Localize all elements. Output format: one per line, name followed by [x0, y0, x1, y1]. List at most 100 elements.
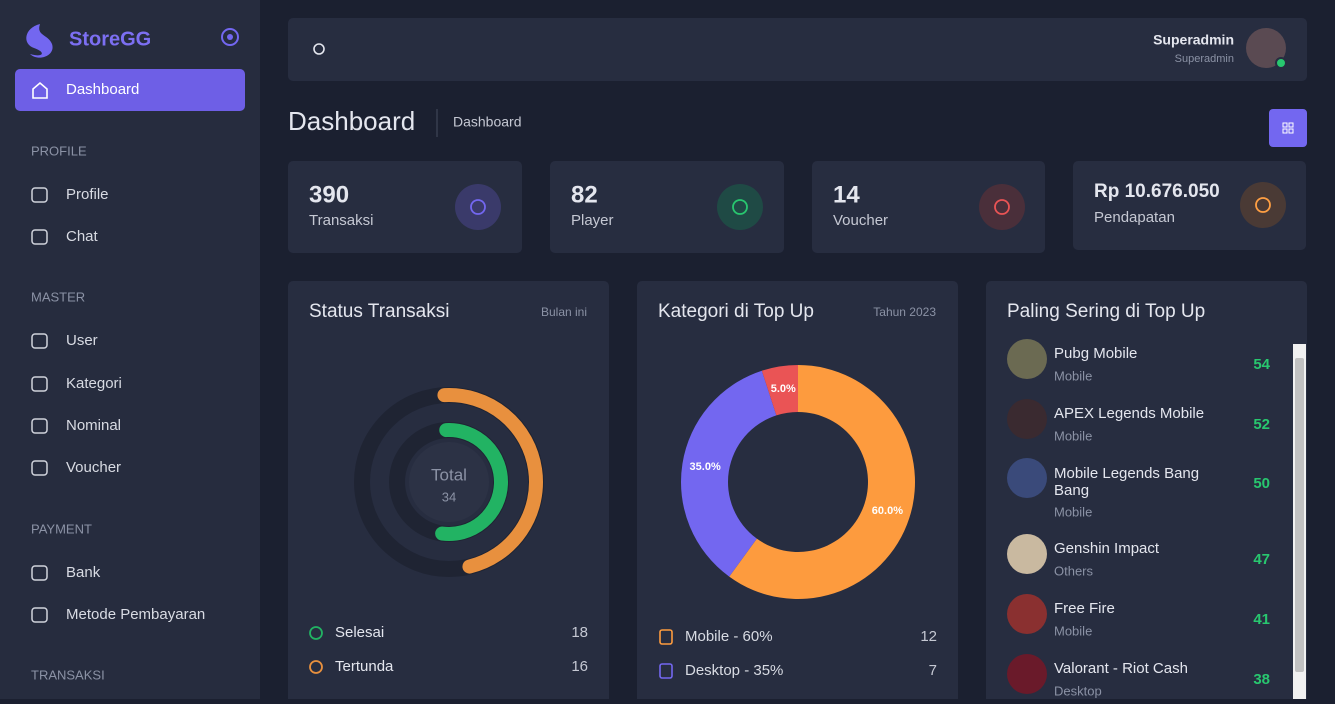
legend-count: 12: [920, 628, 937, 645]
game-count: 38: [1253, 671, 1270, 688]
nav-icon: [31, 460, 48, 476]
stat-card: [1073, 161, 1306, 250]
slice-label: 5.0%: [771, 383, 796, 395]
nav-heading: TRANSAKSI: [31, 667, 105, 682]
legend-value: 18: [571, 624, 588, 641]
game-count: 54: [1253, 356, 1270, 373]
nav-item[interactable]: Kategori: [66, 375, 122, 392]
game-category: Mobile: [1054, 623, 1092, 638]
stat-icon: [717, 184, 763, 230]
stat-value: 14: [833, 181, 860, 208]
game-name: Valorant - Riot Cash: [1054, 660, 1188, 677]
nav-heading: MASTER: [31, 289, 85, 304]
user-name: Superadmin: [1153, 32, 1234, 48]
center-label: Total: [431, 465, 467, 484]
scrollbar-thumb[interactable]: [1295, 358, 1304, 672]
radial-bar: [437, 388, 543, 574]
game-name: Pubg Mobile: [1054, 345, 1137, 362]
legend-label: Tertunda: [335, 658, 394, 675]
nav-icon: [31, 229, 48, 245]
radial-bar: [435, 423, 508, 541]
game-category: Mobile: [1054, 504, 1092, 519]
legend-label: Mobile - 60%: [685, 628, 773, 645]
card: [637, 281, 958, 704]
legend-icon: [659, 663, 673, 679]
game-name-line: Mobile Legends Bang: [1054, 465, 1199, 482]
breadcrumb: Dashboard: [453, 114, 522, 130]
radial-hole: [409, 442, 489, 522]
nav-item[interactable]: Dashboard: [66, 81, 139, 98]
stat-icon-glyph: [470, 199, 486, 215]
stat-icon: [979, 184, 1025, 230]
nav-heading: PROFILE: [31, 143, 87, 158]
stat-label: Pendapatan: [1094, 209, 1175, 226]
game-count: 50: [1253, 475, 1270, 492]
legend-value: 16: [571, 658, 588, 675]
stat-icon: [455, 184, 501, 230]
card-title: Status Transaksi: [309, 301, 449, 322]
nav-item[interactable]: Bank: [66, 564, 101, 581]
stat-card: [550, 161, 784, 253]
legend-marker: [309, 626, 323, 640]
card-subtitle: Tahun 2023: [873, 305, 936, 319]
game-category: Others: [1054, 563, 1094, 578]
home-icon: [32, 81, 48, 99]
sidebar: [0, 0, 260, 699]
nav-active[interactable]: [15, 69, 245, 111]
nav-icon: [31, 187, 48, 203]
grid-button[interactable]: [1269, 109, 1307, 147]
nav-item[interactable]: Voucher: [66, 459, 121, 476]
game-name: Genshin Impact: [1054, 540, 1160, 557]
game-name: APEX Legends Mobile: [1054, 405, 1204, 422]
avatar[interactable]: [1246, 28, 1286, 68]
nav-item[interactable]: User: [66, 332, 98, 349]
collapse-toggle[interactable]: [221, 28, 239, 46]
game-category: Desktop: [1054, 683, 1102, 698]
game-category: Mobile: [1054, 428, 1092, 443]
stat-icon-glyph: [732, 199, 748, 215]
stat-icon-glyph: [994, 199, 1010, 215]
grid-icon: [1282, 122, 1294, 134]
stat-card: [812, 161, 1045, 253]
game-count: 52: [1253, 416, 1270, 433]
game-name: Free Fire: [1054, 600, 1115, 617]
card: [986, 281, 1307, 704]
nav-item[interactable]: Profile: [66, 186, 109, 203]
donut-slice: [681, 370, 777, 577]
nav-item[interactable]: Metode Pembayaran: [66, 606, 205, 623]
stat-label: Voucher: [833, 212, 888, 229]
donut-slice: [729, 365, 916, 599]
brand: StoreGG: [69, 28, 151, 50]
game-avatar: [1007, 594, 1047, 634]
online-dot: [1275, 57, 1287, 69]
logo: [26, 24, 53, 58]
stat-label: Transaksi: [309, 212, 373, 229]
game-avatar: [1007, 339, 1047, 379]
page-title: Dashboard: [288, 106, 415, 136]
game-avatar: [1007, 458, 1047, 498]
nav-icon: [31, 418, 48, 434]
theme-toggle[interactable]: [313, 43, 325, 55]
collapse-dot: [227, 34, 233, 40]
legend-count: 7: [929, 662, 937, 679]
legend-label: Desktop - 35%: [685, 662, 783, 679]
legend-marker: [309, 660, 323, 674]
center-total: 34: [442, 489, 456, 504]
legend-label: Selesai: [335, 624, 384, 641]
nav-heading: PAYMENT: [31, 521, 92, 536]
slice-label: 60.0%: [872, 505, 903, 517]
game-count: 41: [1253, 611, 1270, 628]
card-title: Paling Sering di Top Up: [1007, 301, 1205, 322]
game-name: Mobile Legends Bang Bang: [1054, 465, 1199, 499]
topbar: [288, 18, 1307, 81]
game-avatar: [1007, 534, 1047, 574]
stat-card: [288, 161, 522, 253]
nav-icon: [31, 565, 48, 581]
nav-item[interactable]: Nominal: [66, 417, 121, 434]
game-count: 47: [1253, 551, 1270, 568]
nav-item[interactable]: Chat: [66, 228, 99, 245]
game-avatar: [1007, 399, 1047, 439]
stat-icon-glyph: [1255, 197, 1271, 213]
stat-icon: [1240, 182, 1286, 228]
